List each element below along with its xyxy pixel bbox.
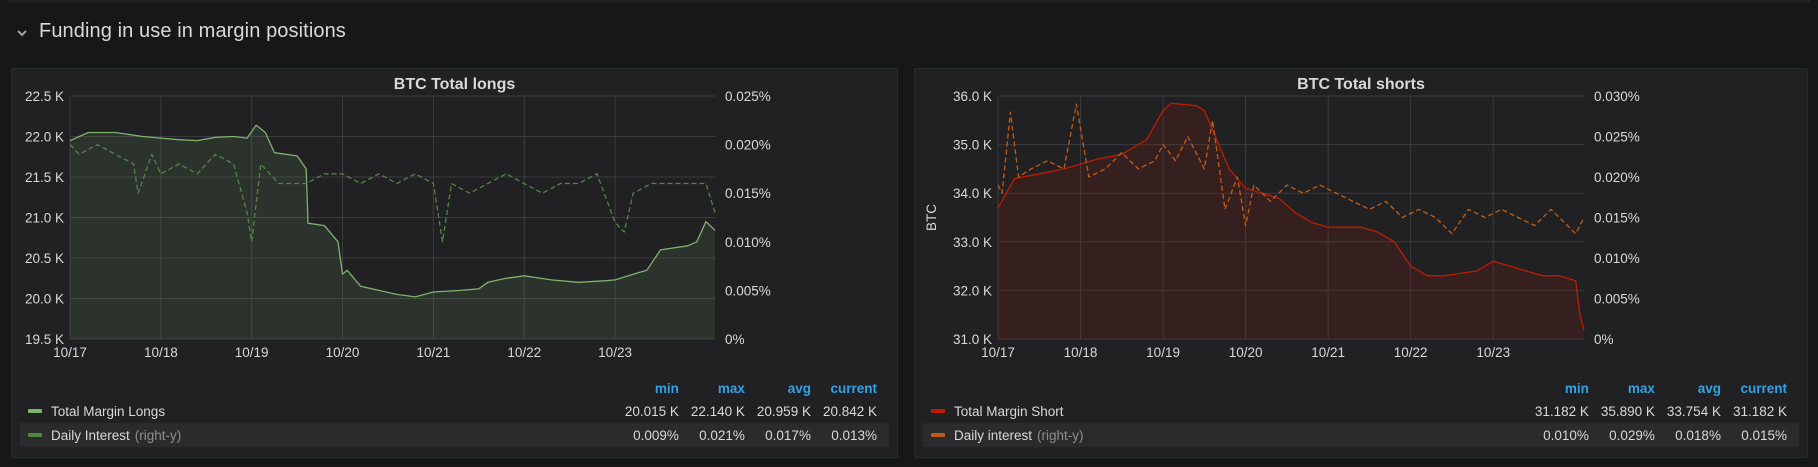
x-tick-label: 10/21	[1311, 345, 1345, 360]
y-tick-label: 20.5 K	[25, 251, 64, 266]
chart-btc-total-shorts[interactable]: 31.0 K 32.0 K 33.0 K 34.0 K 35.0 K 36.0 K 0% 0.…	[915, 69, 1809, 369]
legend-header-current[interactable]: current	[1740, 380, 1787, 396]
legend: min max avg current Total Margin Short 3…	[923, 377, 1799, 447]
legend-value-avg: 0.018%	[1666, 423, 1733, 447]
legend-series-daily-interest[interactable]: Daily interest (right-y) 0.010% 0.029% 0.…	[923, 423, 1799, 447]
y-axis-title: BTC	[924, 204, 939, 231]
panel-btc-total-longs: BTC Total longs 19.5 K 20.0 K 20.5 K 21.0 K…	[11, 68, 898, 458]
series-line-total-margin-short	[997, 102, 1585, 331]
y-tick-label: 20.0 K	[25, 292, 64, 307]
legend-value-current: 0.015%	[1732, 423, 1799, 447]
y-tick-label: 35.0 K	[953, 138, 992, 153]
y2-tick-label: 0.025%	[725, 89, 771, 104]
legend: min max avg current Total Margin Longs 2…	[20, 377, 889, 447]
x-tick-label: 10/18	[1064, 345, 1098, 360]
y-tick-label: 33.0 K	[953, 235, 992, 250]
x-tick-label: 10/18	[144, 345, 178, 360]
legend-series-daily-interest[interactable]: Daily Interest (right-y) 0.009% 0.021% 0.…	[20, 423, 889, 447]
x-tick-label: 10/17	[981, 345, 1015, 360]
chevron-down-icon[interactable]	[15, 26, 29, 40]
x-tick-label: 10/20	[326, 345, 360, 360]
x-tick-label: 10/17	[53, 345, 87, 360]
legend-header-max[interactable]: max	[717, 380, 745, 396]
panel-btc-total-shorts: BTC Total shorts 31.0 K 32.0 K 33.0 K 34.0 …	[914, 68, 1808, 458]
x-tick-label: 10/22	[507, 345, 541, 360]
legend-value-avg: 33.754 K	[1666, 403, 1721, 419]
series-color-swatch[interactable]	[28, 432, 42, 437]
legend-value-current: 20.842 K	[822, 403, 877, 419]
legend-value-min: 0.010%	[1534, 423, 1601, 447]
y-tick-label: 34.0 K	[953, 186, 992, 201]
x-tick-label: 10/21	[416, 345, 450, 360]
series-line-daily-interest	[69, 143, 716, 243]
x-tick-label: 10/19	[235, 345, 269, 360]
x-tick-label: 10/23	[598, 345, 632, 360]
legend-value-max: 22.140 K	[690, 403, 745, 419]
chart-btc-total-longs[interactable]: 19.5 K 20.0 K 20.5 K 21.0 K 21.5 K 22.0 K 22.5…	[12, 69, 899, 369]
y2-tick-label: 0.005%	[1594, 292, 1640, 307]
legend-header-avg[interactable]: avg	[787, 380, 811, 396]
y2-tick-label: 0.010%	[725, 235, 771, 250]
x-tick-label: 10/22	[1394, 345, 1428, 360]
y2-tick-label: 0.015%	[1594, 211, 1640, 226]
y2-tick-label: 0.025%	[1594, 130, 1640, 145]
y2-tick-label: 0.030%	[1594, 89, 1640, 104]
y2-tick-label: 0%	[1594, 332, 1614, 347]
y2-tick-label: 0.015%	[725, 186, 771, 201]
y-tick-label: 21.5 K	[25, 170, 64, 185]
legend-header-avg[interactable]: avg	[1697, 380, 1721, 396]
x-tick-label: 10/20	[1229, 345, 1263, 360]
legend-series-name[interactable]: Total Margin Longs	[51, 403, 166, 419]
series-color-swatch[interactable]	[931, 432, 945, 437]
row-divider	[8, 0, 1810, 2]
row-title[interactable]: Funding in use in margin positions	[39, 20, 346, 42]
series-line-daily-interest	[997, 103, 1585, 235]
row-header[interactable]: Funding in use in margin positions	[0, 0, 1818, 66]
legend-value-min: 31.182 K	[1534, 403, 1589, 419]
legend-value-max: 0.029%	[1600, 423, 1667, 447]
series-color-swatch[interactable]	[28, 408, 42, 413]
legend-value-max: 35.890 K	[1600, 403, 1655, 419]
y-tick-label: 21.0 K	[25, 211, 64, 226]
legend-value-max: 0.021%	[690, 423, 757, 447]
series-area-total-margin-longs	[70, 125, 715, 339]
series-line-total-margin-longs	[69, 124, 716, 298]
y2-tick-label: 0.010%	[1594, 251, 1640, 266]
legend-value-avg: 20.959 K	[756, 403, 811, 419]
y-tick-label: 19.5 K	[25, 332, 64, 347]
legend-header-max[interactable]: max	[1627, 380, 1655, 396]
legend-header-row: min max avg current	[923, 377, 1799, 399]
legend-value-current: 31.182 K	[1732, 403, 1787, 419]
legend-header-current[interactable]: current	[830, 380, 877, 396]
y-tick-label: 36.0 K	[953, 89, 992, 104]
legend-header-row: min max avg current	[20, 377, 889, 399]
legend-header-min[interactable]: min	[654, 380, 679, 396]
x-tick-label: 10/23	[1476, 345, 1510, 360]
y-tick-label: 31.0 K	[953, 332, 992, 347]
legend-value-current: 0.013%	[822, 423, 889, 447]
legend-series-name[interactable]: Daily Interest	[51, 427, 130, 443]
series-area-total-margin-short	[998, 103, 1584, 339]
y-tick-label: 22.0 K	[25, 130, 64, 145]
legend-axis-note: (right-y)	[1037, 427, 1084, 443]
legend-series-name[interactable]: Total Margin Short	[954, 403, 1064, 419]
y2-tick-label: 0.020%	[725, 138, 771, 153]
legend-value-avg: 0.017%	[756, 423, 823, 447]
y2-tick-label: 0.005%	[725, 283, 771, 298]
y2-tick-label: 0.020%	[1594, 170, 1640, 185]
x-tick-label: 10/19	[1146, 345, 1180, 360]
legend-series-total-margin-short[interactable]: Total Margin Short 31.182 K 35.890 K 33.…	[923, 399, 1799, 423]
y-tick-label: 22.5 K	[25, 89, 64, 104]
y2-tick-label: 0%	[725, 332, 745, 347]
legend-series-total-margin-longs[interactable]: Total Margin Longs 20.015 K 22.140 K 20.…	[20, 399, 889, 423]
series-color-swatch[interactable]	[931, 408, 945, 413]
legend-series-name[interactable]: Daily interest	[954, 427, 1033, 443]
legend-header-min[interactable]: min	[1564, 380, 1589, 396]
y-tick-label: 32.0 K	[953, 283, 992, 298]
panel-title[interactable]: BTC Total shorts	[1297, 76, 1425, 93]
legend-value-min: 20.015 K	[624, 403, 679, 419]
panel-title[interactable]: BTC Total longs	[393, 76, 516, 93]
legend-value-min: 0.009%	[624, 423, 691, 447]
legend-axis-note: (right-y)	[134, 427, 182, 443]
